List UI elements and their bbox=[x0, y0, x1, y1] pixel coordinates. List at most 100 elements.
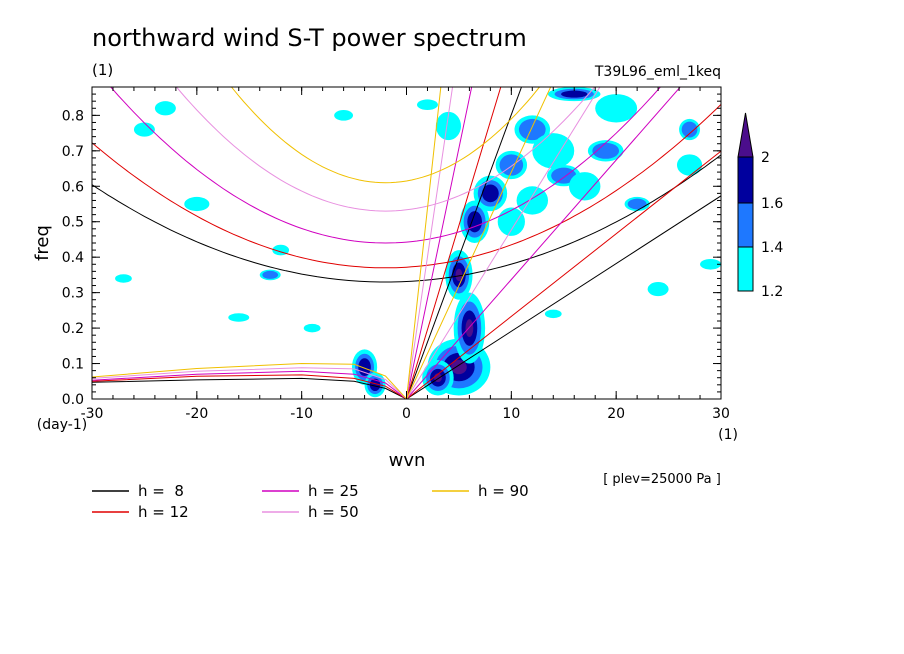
legend-label: h = 8 bbox=[138, 482, 184, 500]
contour-fill-level-0 bbox=[568, 172, 601, 201]
colorbar-label: 1.2 bbox=[761, 284, 783, 300]
contour-fill-level-0 bbox=[115, 274, 132, 283]
contour-blob bbox=[416, 99, 438, 111]
contour-blob bbox=[516, 186, 549, 215]
legend-label: h = 12 bbox=[138, 503, 189, 521]
contour-blob bbox=[647, 282, 669, 297]
y-unit-label: (day-1) bbox=[37, 417, 87, 433]
curve-erg-h8 bbox=[92, 377, 407, 399]
contour-blob bbox=[473, 175, 508, 212]
contour-fill-level-0 bbox=[416, 99, 438, 111]
y-tick-label: 0.1 bbox=[62, 357, 84, 373]
curve-erg-h12 bbox=[92, 374, 407, 399]
curve-erg-h90 bbox=[92, 362, 407, 399]
contour-fill-level-0 bbox=[228, 313, 250, 322]
colorbar-swatch bbox=[737, 202, 754, 248]
x-ticks: -30 -20 -10 0 10 20 30 bbox=[81, 87, 730, 422]
curve-kelvin-h90 bbox=[406, 87, 552, 399]
contour-fill-level-0 bbox=[497, 207, 525, 236]
y-tick-label: 0.8 bbox=[62, 108, 84, 124]
spectrum-contours bbox=[115, 87, 721, 398]
contour-blob bbox=[334, 110, 354, 121]
contour-fill-level-0 bbox=[647, 282, 669, 297]
contour-blob bbox=[532, 133, 575, 169]
legend: h = 8 h = 12 h = 25 h = 50 h = 90 bbox=[92, 482, 529, 521]
x-tick-label: -20 bbox=[185, 406, 208, 422]
contour-fill-level-0 bbox=[334, 110, 354, 121]
contour-blob bbox=[303, 323, 321, 333]
contour-fill-level-2 bbox=[481, 184, 499, 203]
colorbar-swatch bbox=[737, 156, 754, 204]
contour-blob bbox=[445, 250, 473, 300]
contour-blob bbox=[154, 101, 176, 116]
contour-fill-level-2 bbox=[467, 211, 482, 233]
y-axis-label: freq bbox=[32, 225, 53, 261]
contour-fill-level-1 bbox=[681, 121, 698, 138]
contour-fill-level-1 bbox=[592, 142, 620, 159]
contour-fill-level-1 bbox=[262, 270, 279, 279]
curve-erg-h25 bbox=[92, 370, 407, 399]
y-tick-label: 0.7 bbox=[62, 144, 84, 160]
contour-fill-level-3 bbox=[451, 360, 467, 375]
curve-steep-h8 bbox=[406, 87, 523, 399]
curve-steep-h12 bbox=[406, 87, 502, 399]
contour-blob bbox=[259, 269, 281, 281]
contour-fill-level-0 bbox=[133, 122, 155, 137]
curve-steep-h25 bbox=[406, 87, 473, 399]
contour-blob bbox=[115, 274, 132, 283]
x-tick-label: -30 bbox=[81, 406, 104, 422]
contour-blob bbox=[184, 196, 210, 212]
curve-ig-h25 bbox=[109, 87, 662, 244]
contour-blob bbox=[546, 165, 581, 187]
contour-fill-level-0 bbox=[532, 133, 575, 169]
dispersion-curves bbox=[92, 87, 721, 399]
colorbar-label: 1.4 bbox=[761, 240, 783, 256]
y-ticks: 0.0 0.1 0.2 0.3 0.4 0.5 0.6 0.7 0.8 bbox=[62, 93, 721, 408]
contour-fill-level-0 bbox=[544, 309, 562, 319]
x-tick-label: -10 bbox=[290, 406, 313, 422]
y-tick-label: 0.6 bbox=[62, 179, 84, 195]
colorbar-label: 2 bbox=[761, 150, 770, 166]
x-tick-label: 30 bbox=[712, 406, 730, 422]
y-tick-label: 0.0 bbox=[62, 392, 84, 408]
contour-blob bbox=[133, 122, 155, 137]
y-tick-label: 0.4 bbox=[62, 250, 84, 266]
contour-fill-level-0 bbox=[595, 94, 638, 123]
contour-blob bbox=[700, 258, 721, 270]
contour-fill-level-1 bbox=[551, 167, 577, 184]
contour-fill-level-0 bbox=[303, 323, 321, 333]
contour-fill-level-1 bbox=[627, 198, 647, 210]
contour-blob bbox=[587, 140, 624, 162]
experiment-label: T39L96_eml_1keq bbox=[594, 64, 721, 80]
curve-ig-h50 bbox=[175, 87, 596, 212]
x-axis-label: wvn bbox=[389, 450, 426, 471]
contour-fill-level-0 bbox=[516, 186, 549, 215]
contour-fill-level-3 bbox=[465, 319, 474, 337]
contour-fill-level-0 bbox=[676, 154, 703, 176]
y-tick-label: 0.5 bbox=[62, 215, 84, 231]
contour-blob bbox=[679, 118, 701, 141]
contour-fill-level-0 bbox=[184, 196, 210, 212]
plot-frame bbox=[91, 86, 722, 400]
curve-ig-h12 bbox=[92, 104, 721, 269]
legend-label: h = 25 bbox=[308, 482, 359, 500]
contour-blob bbox=[495, 150, 528, 180]
x-unit-label: (1) bbox=[718, 427, 738, 443]
contour-blob bbox=[568, 172, 601, 201]
curve-kelvin-h8 bbox=[406, 195, 721, 399]
x-tick-label: 20 bbox=[607, 406, 625, 422]
contour-blob bbox=[453, 292, 486, 364]
curve-kelvin-h25 bbox=[406, 87, 681, 399]
contour-blob bbox=[544, 309, 562, 319]
chart-subtitle: (1) bbox=[92, 61, 113, 79]
contour-blob bbox=[624, 196, 650, 212]
contour-blob bbox=[595, 94, 638, 123]
level-note: [ plev=25000 Pa ] bbox=[603, 472, 721, 487]
contour-fill-level-0 bbox=[435, 111, 462, 141]
contour-blob bbox=[435, 111, 462, 141]
y-tick-label: 0.2 bbox=[62, 321, 84, 337]
curve-erg-h50 bbox=[92, 367, 407, 399]
curve-kelvin-h50 bbox=[406, 87, 601, 399]
colorbar-label: 1.6 bbox=[761, 196, 783, 212]
